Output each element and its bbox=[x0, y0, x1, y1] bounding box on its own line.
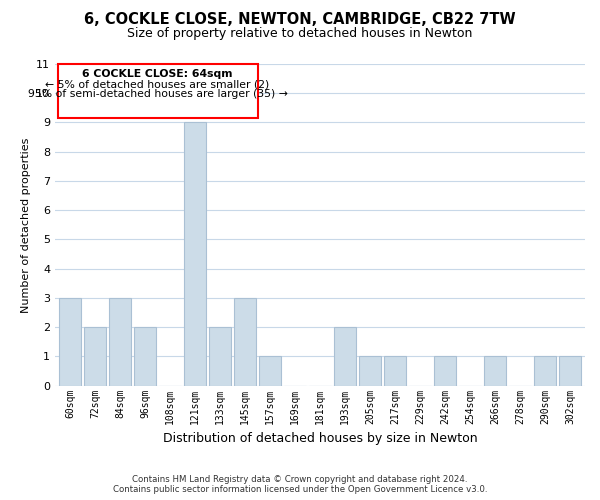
X-axis label: Distribution of detached houses by size in Newton: Distribution of detached houses by size … bbox=[163, 432, 478, 445]
Text: ← 5% of detached houses are smaller (2): ← 5% of detached houses are smaller (2) bbox=[46, 79, 269, 89]
Text: Contains HM Land Registry data © Crown copyright and database right 2024.
Contai: Contains HM Land Registry data © Crown c… bbox=[113, 474, 487, 494]
Bar bbox=[184, 122, 206, 386]
Text: 6 COCKLE CLOSE: 64sqm: 6 COCKLE CLOSE: 64sqm bbox=[82, 70, 233, 80]
Text: Size of property relative to detached houses in Newton: Size of property relative to detached ho… bbox=[127, 28, 473, 40]
Bar bbox=[259, 356, 281, 386]
Text: 6, COCKLE CLOSE, NEWTON, CAMBRIDGE, CB22 7TW: 6, COCKLE CLOSE, NEWTON, CAMBRIDGE, CB22… bbox=[84, 12, 516, 28]
Bar bbox=[484, 356, 506, 386]
Bar bbox=[134, 327, 155, 386]
Y-axis label: Number of detached properties: Number of detached properties bbox=[20, 137, 31, 312]
Bar bbox=[334, 327, 356, 386]
Bar bbox=[85, 327, 106, 386]
Bar bbox=[385, 356, 406, 386]
Bar bbox=[535, 356, 556, 386]
Bar bbox=[559, 356, 581, 386]
Bar bbox=[434, 356, 455, 386]
Bar bbox=[59, 298, 80, 386]
Bar bbox=[235, 298, 256, 386]
Bar bbox=[359, 356, 380, 386]
Bar bbox=[209, 327, 230, 386]
Bar bbox=[109, 298, 131, 386]
FancyBboxPatch shape bbox=[58, 64, 257, 118]
Text: 95% of semi-detached houses are larger (35) →: 95% of semi-detached houses are larger (… bbox=[28, 89, 287, 99]
